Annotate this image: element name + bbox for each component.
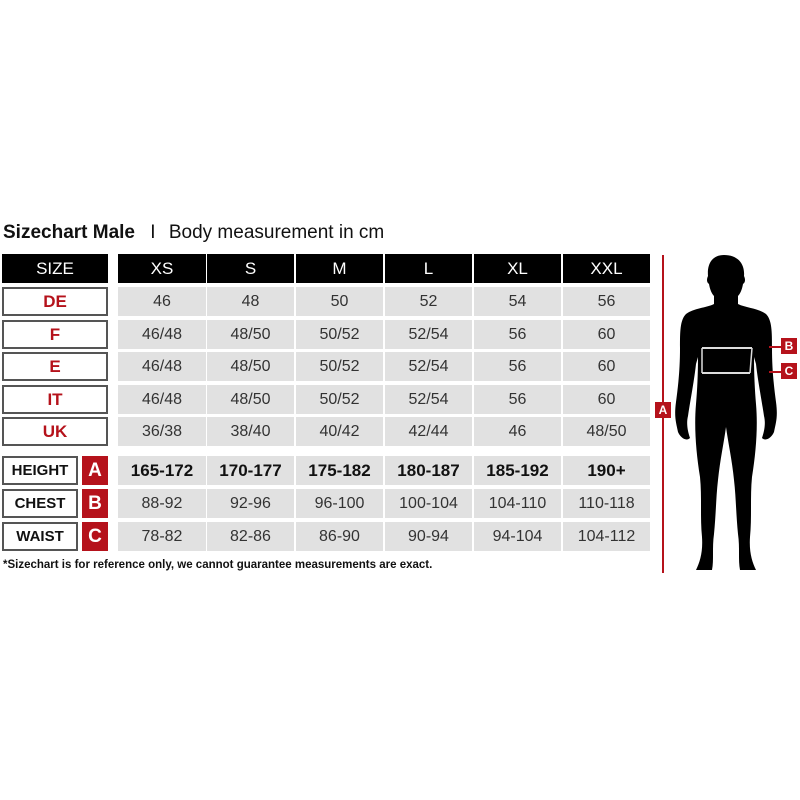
table-cell: 50	[296, 287, 383, 316]
row-label-de: DE	[2, 287, 108, 316]
table-cell: 94-104	[474, 522, 561, 551]
title-subtitle: Body measurement in cm	[168, 222, 385, 243]
table-cell: 56	[474, 320, 561, 349]
measure-letter-badge: A	[82, 456, 108, 485]
table-cell: 48/50	[207, 320, 294, 349]
row-label-it: IT	[2, 385, 108, 414]
table-cell: 50/52	[296, 385, 383, 414]
header-size-s: S	[207, 254, 294, 283]
table-cell: 190+	[563, 456, 650, 485]
title-main: Sizechart Male	[3, 222, 135, 243]
table-cell: 50/52	[296, 352, 383, 381]
table-cell: 185-192	[474, 456, 561, 485]
table-cell: 60	[563, 320, 650, 349]
footnote: *Sizechart is for reference only, we can…	[3, 559, 433, 571]
table-cell: 36/38	[118, 417, 206, 446]
table-cell: 48	[207, 287, 294, 316]
table-cell: 180-187	[385, 456, 472, 485]
table-cell: 52/54	[385, 385, 472, 414]
table-cell: 82-86	[207, 522, 294, 551]
row-label-e: E	[2, 352, 108, 381]
table-cell: 52/54	[385, 352, 472, 381]
table-cell: 170-177	[207, 456, 294, 485]
table-cell: 46	[474, 417, 561, 446]
table-cell: 90-94	[385, 522, 472, 551]
chest-line	[769, 346, 781, 348]
table-cell: 96-100	[296, 489, 383, 518]
height-tag: A	[655, 402, 671, 418]
header-size-l: L	[385, 254, 472, 283]
table-cell: 56	[474, 385, 561, 414]
table-cell: 56	[563, 287, 650, 316]
table-cell: 46/48	[118, 385, 206, 414]
title-separator: I	[150, 222, 156, 243]
table-cell: 46/48	[118, 352, 206, 381]
chart-title: Sizechart Male I Body measurement in cm	[3, 222, 384, 244]
table-cell: 50/52	[296, 320, 383, 349]
row-label-waist: WAIST	[2, 522, 78, 551]
header-size-label: SIZE	[2, 254, 108, 283]
table-cell: 88-92	[118, 489, 206, 518]
row-label-chest: CHEST	[2, 489, 78, 518]
table-cell: 56	[474, 352, 561, 381]
header-size-xl: XL	[474, 254, 561, 283]
table-cell: 60	[563, 352, 650, 381]
table-cell: 46	[118, 287, 206, 316]
table-cell: 48/50	[207, 352, 294, 381]
table-cell: 42/44	[385, 417, 472, 446]
table-cell: 40/42	[296, 417, 383, 446]
table-cell: 104-112	[563, 522, 650, 551]
table-cell: 100-104	[385, 489, 472, 518]
table-cell: 48/50	[207, 385, 294, 414]
measure-letter-badge: C	[82, 522, 108, 551]
row-label-height: HEIGHT	[2, 456, 78, 485]
table-cell: 104-110	[474, 489, 561, 518]
table-cell: 54	[474, 287, 561, 316]
table-cell: 110-118	[563, 489, 650, 518]
table-cell: 92-96	[207, 489, 294, 518]
waist-line	[769, 371, 781, 373]
table-cell: 52	[385, 287, 472, 316]
header-size-m: M	[296, 254, 383, 283]
table-cell: 78-82	[118, 522, 206, 551]
table-cell: 175-182	[296, 456, 383, 485]
table-cell: 60	[563, 385, 650, 414]
table-cell: 48/50	[563, 417, 650, 446]
header-size-xs: XS	[118, 254, 206, 283]
table-cell: 38/40	[207, 417, 294, 446]
header-size-xxl: XXL	[563, 254, 650, 283]
row-label-uk: UK	[2, 417, 108, 446]
table-cell: 86-90	[296, 522, 383, 551]
human-silhouette-icon	[675, 255, 777, 570]
waist-tag: C	[781, 363, 797, 379]
table-cell: 165-172	[118, 456, 206, 485]
table-cell: 52/54	[385, 320, 472, 349]
measure-letter-badge: B	[82, 489, 108, 518]
chest-tag: B	[781, 338, 797, 354]
row-label-f: F	[2, 320, 108, 349]
table-cell: 46/48	[118, 320, 206, 349]
